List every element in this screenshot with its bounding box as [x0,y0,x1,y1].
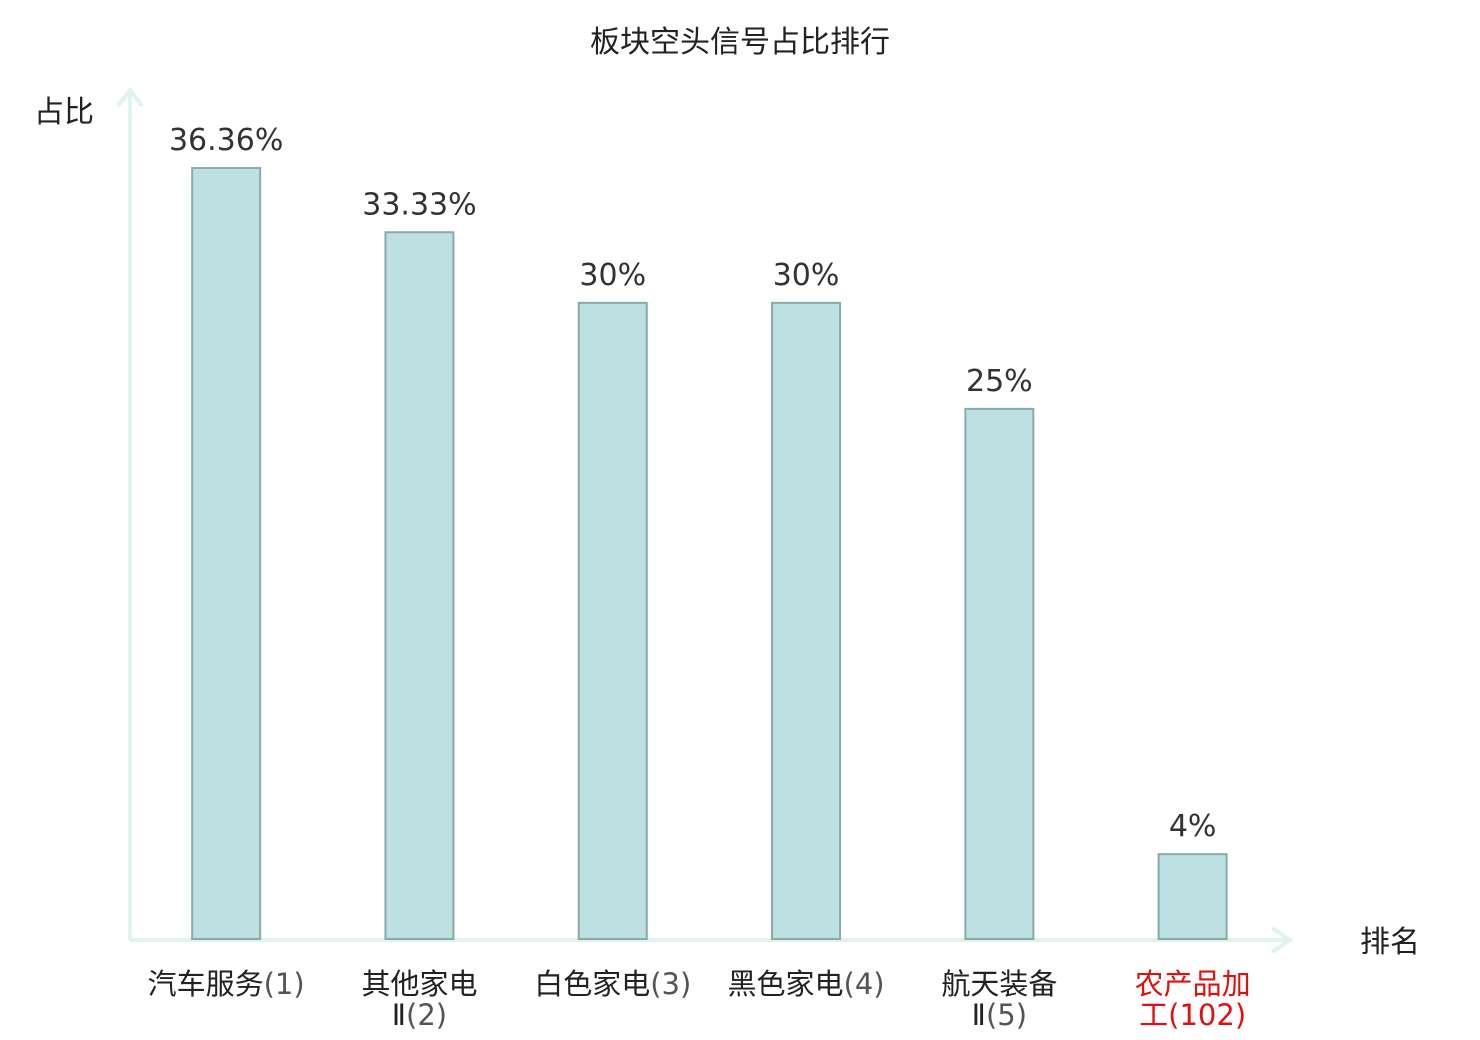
category-name-line: Ⅱ(5) [972,998,1027,1032]
bar-5 [964,407,1035,941]
bar-6 [1157,853,1228,940]
category-name-line: 农产品加 [1135,967,1251,1001]
category-rank: (102) [1168,998,1246,1032]
bar-3 [577,301,648,940]
value-label-3: 30% [579,258,646,293]
x-axis-label: 排名 [1360,925,1420,960]
value-label-1: 36.36% [169,123,283,158]
value-label-5: 25% [966,364,1033,399]
category-label-3: 白色家电(3) [534,967,691,1001]
category-rank: (4) [844,967,885,1001]
bar-2 [384,231,455,940]
category-name-line: 白色家电(3) [534,967,691,1001]
chart-title: 板块空头信号占比排行 [590,25,890,60]
value-labels-group: 36.36% 33.33% 30% 30% 25% 4% [169,123,1216,844]
category-name-line: 航天装备 [941,967,1057,1001]
category-rank: (1) [264,967,305,1001]
category-label-4: 黑色家电(4) [727,967,884,1001]
category-name-line: 工(102) [1139,998,1246,1032]
bar-4 [771,301,842,940]
category-rank: (2) [406,998,447,1032]
category-name-line: 黑色家电(4) [727,967,884,1001]
category-name-line: Ⅱ(2) [392,998,447,1032]
category-label-1: 汽车服务(1) [148,967,305,1001]
bar-1 [191,167,262,940]
category-name-line: 其他家电 [361,967,477,1001]
bars-group [191,167,1228,941]
category-rank: (5) [986,998,1027,1032]
category-rank: (3) [650,967,691,1001]
value-label-2: 33.33% [362,187,476,222]
value-label-6: 4% [1169,809,1217,844]
y-axis-arrow-icon [116,86,144,108]
y-axis-label: 占比 [34,95,94,130]
category-name-line: 汽车服务(1) [148,967,305,1001]
value-label-4: 30% [773,258,840,293]
x-axis-arrow-icon [1270,926,1294,954]
